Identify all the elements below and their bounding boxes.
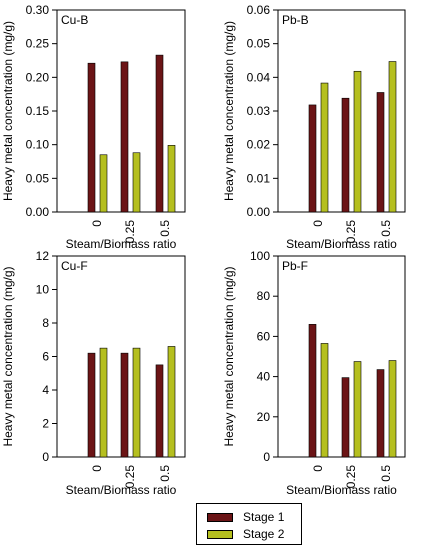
- x-tick-label: 0.25: [344, 220, 358, 244]
- y-tick-label: 0.02: [247, 138, 271, 152]
- x-tick-label: 0: [311, 220, 325, 227]
- y-tick-label: 0.25: [26, 37, 50, 51]
- y-tick-label: 20: [257, 410, 271, 424]
- y-tick-label: 0.20: [26, 70, 50, 84]
- y-tick-label: 10: [36, 283, 50, 297]
- y-axis-label: Heavy metal concentration (mg/g): [1, 266, 15, 446]
- y-axis-label: Heavy metal concentration (mg/g): [222, 21, 236, 201]
- bar-stage-2-0.25: [132, 152, 141, 213]
- bar-stage-2-0.5: [388, 360, 397, 458]
- y-tick-label: 4: [42, 383, 49, 397]
- legend-swatch-stage-1: [207, 512, 233, 522]
- x-axis-label: Steam/Biomass ratio: [66, 483, 177, 497]
- bar-stage-1-0.5: [376, 369, 385, 458]
- y-tick-label: 0.00: [247, 205, 271, 219]
- legend-item-stage-1: Stage 1: [207, 509, 284, 525]
- panel-title: Pb-B: [282, 13, 309, 27]
- panel-title: Cu-B: [61, 13, 88, 27]
- y-tick-label: 0.30: [26, 3, 50, 17]
- y-tick-label: 80: [257, 289, 271, 303]
- chart-panel-cu-b: 0.00 0.05 0.10 0.15 0.20 0.25 0.30 0 0.25 0.5 Cu-B…: [1, 3, 186, 251]
- chart-panel-pb-b: 0.00 0.01 0.02 0.03 0.04 0.05 0.06 0 0.25 0.5 Pb-B…: [222, 3, 406, 251]
- bar-stage-2-0: [320, 343, 329, 458]
- legend: Stage 1 Stage 2: [196, 503, 302, 545]
- bar-stage-2-0.5: [388, 61, 397, 213]
- bar-stage-1-0: [308, 104, 317, 213]
- bar-stage-2-0.5: [167, 346, 176, 458]
- y-tick-label: 0.05: [26, 171, 50, 185]
- y-tick-label: 0.06: [247, 3, 271, 17]
- y-tick-label: 0.04: [247, 70, 271, 84]
- bar-stage-1-0: [308, 324, 317, 458]
- y-tick-label: 0.00: [26, 205, 50, 219]
- plot-frame: [277, 255, 406, 458]
- y-tick-label: 6: [42, 350, 49, 364]
- bar-stage-2-0: [99, 154, 108, 213]
- y-tick-label: 0.03: [247, 104, 271, 118]
- y-tick-label: 12: [36, 249, 50, 263]
- x-tick-label: 0: [90, 465, 104, 472]
- legend-label-stage-1: Stage 1: [243, 510, 285, 524]
- x-tick-label: 0.25: [344, 465, 358, 489]
- legend-item-stage-2: Stage 2: [207, 526, 284, 542]
- bar-stage-1-0.25: [120, 352, 129, 458]
- x-axis-label: Steam/Biomass ratio: [286, 483, 397, 497]
- bar-stage-1-0.5: [155, 364, 164, 458]
- chart-panel-cu-f: 0 2 4 6 8 10 12 0 0.25 0.5 Cu-F Heavy metal concent…: [1, 249, 186, 497]
- legend-label-stage-2: Stage 2: [243, 527, 285, 541]
- bar-stage-2-0.25: [353, 361, 362, 458]
- y-tick-label: 8: [42, 316, 49, 330]
- bar-stage-2-0.5: [167, 145, 176, 213]
- x-axis-label: Steam/Biomass ratio: [66, 237, 177, 251]
- x-tick-label: 0.5: [379, 220, 393, 237]
- x-tick-label: 0.25: [123, 220, 137, 244]
- bar-stage-2-0: [320, 82, 329, 213]
- x-tick-label: 0: [90, 220, 104, 227]
- y-tick-label: 0.10: [26, 138, 50, 152]
- y-axis-label: Heavy metal concentration (mg/g): [222, 266, 236, 446]
- bar-stage-1-0: [87, 352, 96, 458]
- x-tick-label: 0.25: [123, 465, 137, 489]
- y-tick-label: 0.01: [247, 171, 271, 185]
- x-tick-label: 0.5: [158, 465, 172, 482]
- bar-stage-1-0.5: [155, 54, 164, 213]
- bar-stage-1-0.25: [341, 377, 350, 458]
- bar-stage-2-0.25: [132, 347, 141, 458]
- y-tick-label: 0.05: [247, 37, 271, 51]
- x-tick-label: 0.5: [158, 220, 172, 237]
- y-tick-label: 2: [42, 417, 49, 431]
- bar-stage-1-0.5: [376, 92, 385, 213]
- y-tick-label: 0: [263, 450, 270, 464]
- bar-stage-2-0.25: [353, 70, 362, 213]
- y-tick-label: 40: [257, 370, 271, 384]
- panel-title: Pb-F: [282, 259, 308, 273]
- y-tick-label: 0: [42, 450, 49, 464]
- bar-stage-1-0.25: [341, 97, 350, 213]
- legend-swatch-stage-2: [207, 529, 233, 539]
- y-tick-label: 0.15: [26, 104, 50, 118]
- bar-stage-1-0.25: [120, 61, 129, 213]
- panel-title: Cu-F: [61, 259, 88, 273]
- y-tick-label: 60: [257, 329, 271, 343]
- x-tick-label: 0: [311, 465, 325, 472]
- y-tick-label: 100: [250, 249, 270, 263]
- chart-panel-pb-f: 0 20 40 60 80 100 0 0.25 0.5 Pb-F Heavy metal conc…: [222, 249, 406, 497]
- y-axis-label: Heavy metal concentration (mg/g): [1, 21, 15, 201]
- bar-stage-2-0: [99, 347, 108, 458]
- plot-frame: [277, 9, 406, 213]
- x-tick-label: 0.5: [379, 465, 393, 482]
- bar-stage-1-0: [87, 62, 96, 213]
- x-axis-label: Steam/Biomass ratio: [286, 237, 397, 251]
